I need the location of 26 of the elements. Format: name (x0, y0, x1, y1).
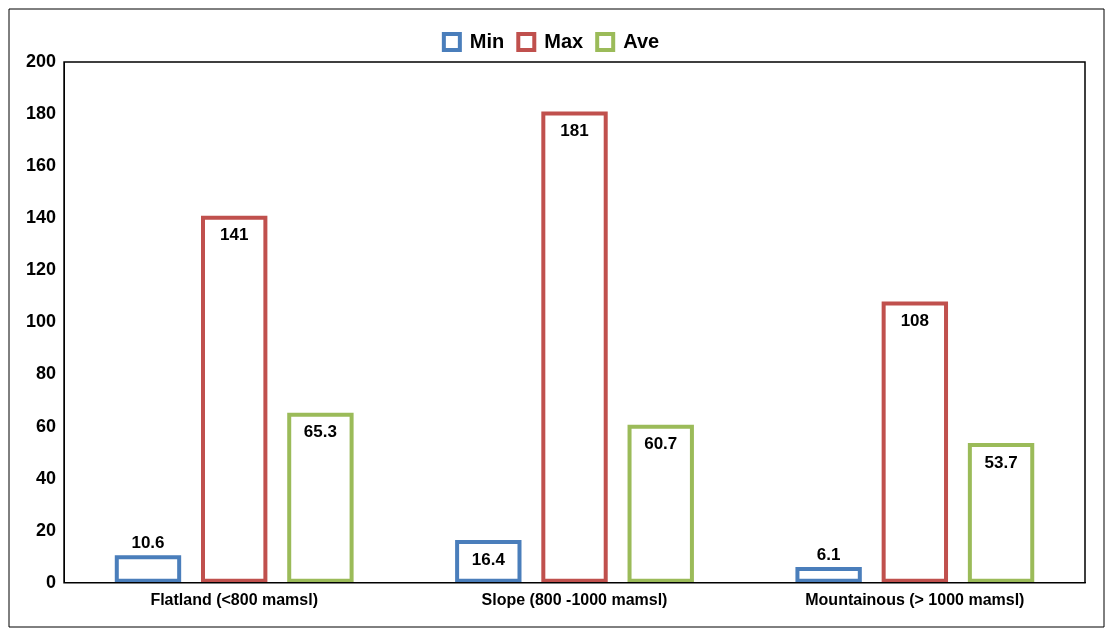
y-tick-label: 40 (36, 467, 57, 488)
y-tick-label: 60 (36, 415, 57, 436)
data-label: 65.3 (303, 422, 337, 442)
y-tick-label: 180 (25, 103, 57, 124)
y-tick-label: 0 (46, 571, 57, 592)
y-tick-label: 20 (36, 519, 57, 540)
y-tick-label: 120 (25, 259, 57, 280)
y-tick-label: 100 (25, 311, 57, 332)
y-tick-label: 160 (25, 155, 57, 176)
data-label: 108 (900, 311, 930, 331)
legend-label: Max (544, 29, 584, 52)
x-tick-label: Mountainous (> 1000 mamsl) (805, 590, 1025, 608)
x-tick-label: Flatland (<800 mamsl) (150, 590, 319, 608)
data-label: 181 (560, 121, 589, 141)
data-label: 53.7 (984, 452, 1018, 472)
legend-label: Min (469, 29, 505, 52)
y-tick-label: 80 (36, 363, 57, 384)
data-label: 6.1 (816, 544, 841, 564)
data-label: 10.6 (131, 532, 165, 552)
legend-label: Ave (623, 29, 660, 52)
data-label: 60.7 (644, 434, 678, 454)
x-tick-label: Slope (800 -1000 mamsl) (481, 590, 668, 608)
y-tick-label: 200 (25, 50, 57, 71)
data-label: 16.4 (471, 549, 506, 569)
data-label: 141 (220, 225, 249, 245)
y-tick-label: 140 (25, 207, 57, 228)
